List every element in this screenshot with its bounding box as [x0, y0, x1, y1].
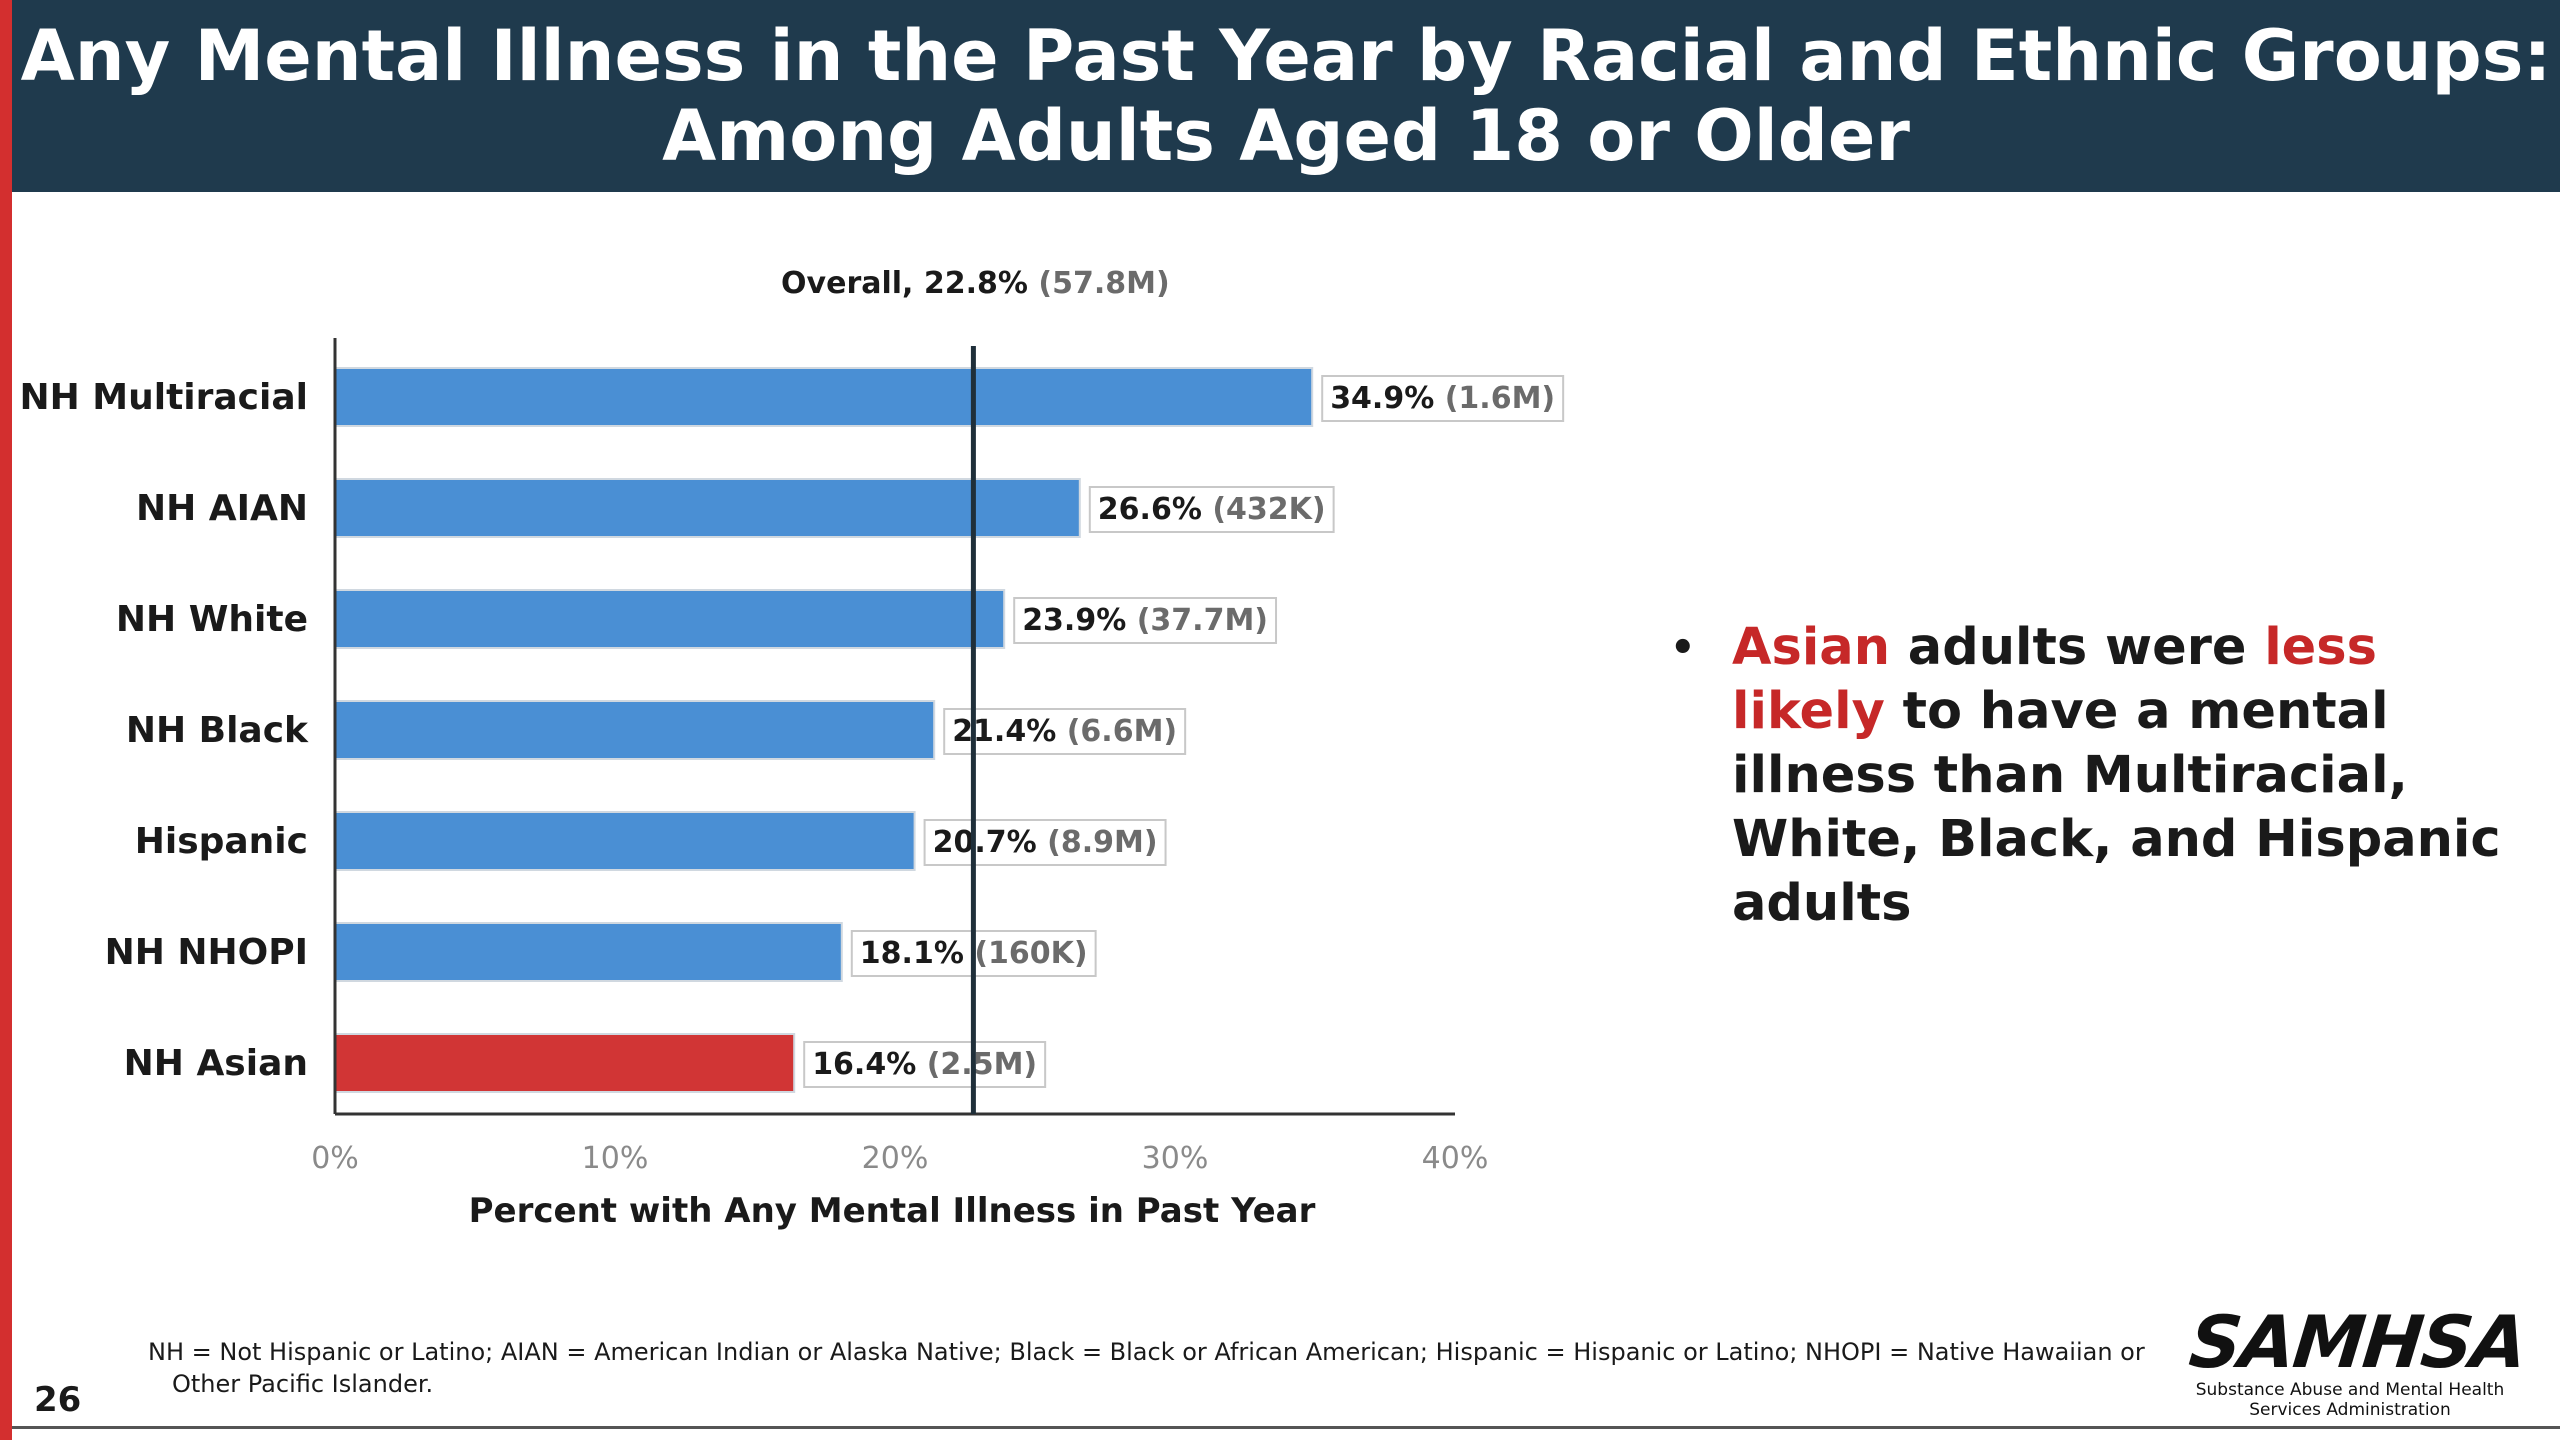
bullet-text-part: to have a mental illness than Multiracia…: [1732, 682, 2501, 933]
x-axis-title: Percent with Any Mental Illness in Past …: [469, 1191, 1316, 1231]
bar: [334, 589, 1006, 649]
overall-reference-count: (57.8M): [1028, 266, 1170, 301]
left-accent-bar: [0, 0, 12, 1440]
data-label-percent: 20.7%: [933, 825, 1037, 860]
bullet-text-part: adults were: [1890, 618, 2265, 677]
logo-tagline: Substance Abuse and Mental Health Servic…: [2190, 1380, 2510, 1420]
data-label: 26.6% (432K): [1098, 492, 1326, 527]
overall-reference-label: Overall, 22.8% (57.8M): [781, 266, 1170, 301]
data-label: 23.9% (37.7M): [1022, 603, 1268, 638]
bullet-text: Asian adults were less likely to have a …: [1732, 616, 2510, 936]
x-tick-label: 0%: [311, 1141, 359, 1176]
logo-wordmark: SAMHSA: [2185, 1300, 2530, 1384]
data-label-count: (1.6M): [1434, 381, 1555, 416]
key-finding-bullet: • Asian adults were less likely to have …: [1670, 616, 2510, 936]
logo-tagline-line-2: Services Administration: [2249, 1400, 2451, 1420]
page-number: 26: [34, 1380, 82, 1420]
title-line-2: Among Adults Aged 18 or Older: [662, 95, 1910, 177]
category-label: NH Asian: [124, 1043, 308, 1084]
title-line-1: Any Mental Illness in the Past Year by R…: [20, 15, 2552, 97]
data-label-count: (2.5M): [916, 1047, 1037, 1082]
data-label-count: (432K): [1202, 492, 1326, 527]
data-label-percent: 21.4%: [952, 714, 1056, 749]
category-label: NH NHOPI: [105, 932, 308, 973]
bar: [334, 367, 1314, 427]
x-tick-label: 10%: [582, 1141, 649, 1176]
bar: [334, 922, 843, 982]
bar: [334, 811, 916, 871]
overall-reference-percent: Overall, 22.8%: [781, 266, 1028, 301]
data-label-count: (37.7M): [1126, 603, 1268, 638]
data-label-percent: 26.6%: [1098, 492, 1202, 527]
category-label: NH Black: [126, 710, 309, 751]
logo-tagline-line-1: Substance Abuse and Mental Health: [2195, 1380, 2505, 1400]
x-tick-label: 30%: [1142, 1141, 1209, 1176]
data-label-box: [1013, 597, 1278, 644]
highlight-asian: Asian: [1732, 618, 1891, 677]
data-label: 21.4% (6.6M): [952, 714, 1177, 749]
highlight-less-likely: less likely: [1732, 618, 2377, 741]
bottom-divider: [12, 1426, 2560, 1429]
category-label: NH White: [116, 599, 308, 640]
bar: [334, 700, 936, 760]
data-label-box: [1321, 375, 1565, 422]
data-label: 16.4% (2.5M): [812, 1047, 1037, 1082]
data-label-percent: 23.9%: [1022, 603, 1126, 638]
data-label: 18.1% (160K): [860, 936, 1088, 971]
bullet-marker: •: [1670, 625, 1696, 671]
data-label-count: (6.6M): [1056, 714, 1177, 749]
category-label: NH Multiracial: [20, 377, 309, 418]
category-label: NH AIAN: [136, 488, 308, 529]
data-label-count: (8.9M): [1037, 825, 1158, 860]
data-label-percent: 34.9%: [1330, 381, 1434, 416]
data-label-box: [943, 708, 1187, 755]
category-label: Hispanic: [135, 821, 308, 862]
data-label-box: [803, 1041, 1047, 1088]
data-label-count: (160K): [964, 936, 1088, 971]
bar-chart: NH Multiracial 34.9% (1.6M) NH AIAN 26.6% (…: [20, 266, 1565, 1231]
data-label-percent: 16.4%: [812, 1047, 916, 1082]
footnote: NH = Not Hispanic or Latino; AIAN = Amer…: [148, 1338, 2145, 1398]
data-label-percent: 18.1%: [860, 936, 964, 971]
bar: [334, 478, 1081, 538]
data-label-box: [1088, 486, 1335, 533]
bar: [334, 1033, 796, 1093]
data-label: 20.7% (8.9M): [933, 825, 1158, 860]
data-label-box: [923, 819, 1167, 866]
data-label: 34.9% (1.6M): [1330, 381, 1555, 416]
x-tick-label: 40%: [1422, 1141, 1489, 1176]
samhsa-logo: SAMHSA Substance Abuse and Mental Health…: [2186, 1300, 2530, 1420]
x-tick-label: 20%: [862, 1141, 929, 1176]
slide-header: Any Mental Illness in the Past Year by R…: [12, 0, 2560, 192]
